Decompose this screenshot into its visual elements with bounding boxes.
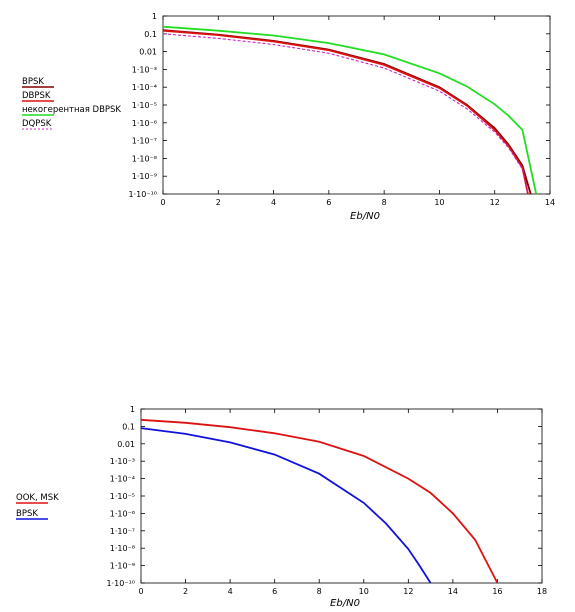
y-tick-label: 1·10⁻⁹: [110, 562, 135, 571]
x-tick-label: 4: [228, 587, 233, 596]
y-tick-label: 0.01: [117, 440, 135, 449]
y-tick-label: 1·10⁻⁴: [132, 83, 157, 92]
y-tick-label: 1·10⁻³: [110, 457, 135, 466]
legend-entry-label: BPSK: [16, 509, 38, 519]
series-line-3: [162, 29, 529, 195]
y-tick-label: 1·10⁻⁶: [132, 119, 157, 128]
y-tick-label: 1·10⁻⁸: [132, 154, 157, 163]
y-tick-label: 0.01: [139, 48, 157, 57]
x-tick-label: 14: [545, 198, 555, 207]
series-line-1: [140, 418, 499, 584]
x-tick-label: 10: [359, 587, 369, 596]
x-tick-label: 8: [317, 587, 322, 596]
x-tick-label: 10: [434, 198, 444, 207]
chart-2: 0 2 4 6 8 10 12 14 16 18 1 0.1 0.01 1·10⁻³ 1·10⁻⁴ 1·10⁻…: [16, 405, 547, 609]
x-tick-label: 0: [138, 587, 143, 596]
chart-1: 0 2 4 6 8 10 12 14 1 0.1 0.01 1·10⁻³ 1·10⁻⁴ 1·10⁻⁵ 1·1…: [22, 12, 555, 222]
y-tick-label: 0.1: [122, 422, 135, 431]
x-tick-label: 18: [537, 587, 547, 596]
plot-frame: [162, 15, 551, 195]
legend-entry-label: OOK, MSK: [16, 493, 59, 503]
y-tick-label: 1·10⁻¹⁰: [107, 579, 135, 588]
y-tick-label: 1·10⁻⁹: [132, 172, 157, 181]
x-tick-label: 8: [382, 198, 387, 207]
y-tick-label: 1·10⁻³: [132, 65, 157, 74]
y-tick-label: 1·10⁻⁷: [132, 137, 157, 146]
x-axis-label: Eb/N0: [330, 598, 360, 609]
x-tick-label: 4: [271, 198, 276, 207]
y-tick-label: 1: [130, 405, 135, 414]
x-axis-label: Eb/N0: [350, 211, 380, 222]
y-tick-label: 1·10⁻⁵: [132, 101, 157, 110]
x-tick-label: 16: [492, 587, 502, 596]
x-tick-label: 12: [403, 587, 413, 596]
x-tick-label: 2: [216, 198, 221, 207]
x-tick-label: 6: [326, 198, 331, 207]
series-line-2: [140, 427, 432, 584]
x-tick-label: 2: [183, 587, 188, 596]
y-tick-label: 1: [152, 12, 157, 21]
y-tick-label: 1·10⁻¹⁰: [129, 190, 157, 199]
y-tick-label: 0.1: [144, 30, 157, 39]
series-line-4: [162, 33, 529, 195]
legend-entry-label: DQPSK: [22, 119, 52, 129]
y-tick-label: 1·10⁻⁷: [110, 527, 135, 536]
x-tick-label: 14: [448, 587, 458, 596]
x-tick-label: 0: [160, 198, 165, 207]
y-tick-label: 1·10⁻⁶: [110, 509, 135, 518]
plot-frame: [140, 408, 543, 584]
x-tick-label: 12: [490, 198, 500, 207]
legend-entry-label: BPSK: [22, 77, 44, 87]
y-tick-label: 1·10⁻⁵: [110, 492, 135, 501]
y-tick-label: 1·10⁻⁸: [110, 544, 135, 553]
x-tick-label: 6: [272, 587, 277, 596]
y-tick-label: 1·10⁻⁴: [110, 475, 135, 484]
legend-entry-label: DBPSK: [22, 91, 51, 101]
legend-entry-label: некогерентная DBPSK: [22, 105, 121, 115]
series-line-1: [162, 25, 538, 195]
